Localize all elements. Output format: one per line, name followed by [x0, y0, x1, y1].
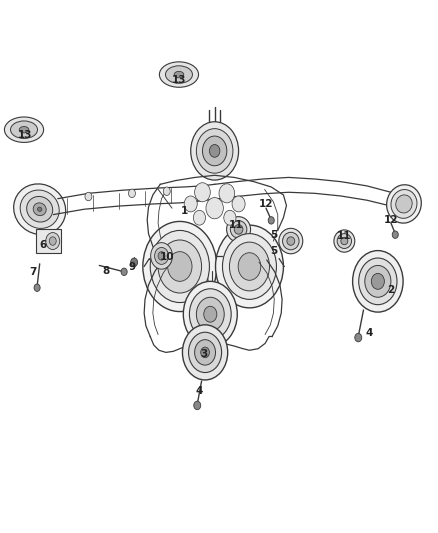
- Ellipse shape: [230, 221, 247, 238]
- Circle shape: [150, 230, 209, 303]
- Circle shape: [143, 221, 217, 312]
- Circle shape: [224, 211, 236, 225]
- Circle shape: [359, 258, 397, 305]
- Ellipse shape: [166, 66, 192, 83]
- Circle shape: [202, 136, 227, 166]
- Ellipse shape: [337, 233, 352, 248]
- Circle shape: [158, 240, 201, 293]
- Circle shape: [188, 332, 222, 373]
- Circle shape: [121, 268, 127, 276]
- Circle shape: [232, 196, 245, 212]
- Ellipse shape: [14, 184, 66, 235]
- Ellipse shape: [226, 216, 251, 242]
- Ellipse shape: [4, 117, 44, 142]
- Text: 3: 3: [200, 349, 207, 359]
- Ellipse shape: [334, 230, 355, 252]
- Text: 4: 4: [365, 328, 373, 338]
- Text: 13: 13: [18, 130, 32, 140]
- Circle shape: [230, 242, 269, 291]
- Circle shape: [194, 183, 210, 202]
- Text: 12: 12: [259, 199, 273, 209]
- Ellipse shape: [27, 197, 53, 222]
- Circle shape: [128, 189, 135, 198]
- Ellipse shape: [38, 207, 42, 212]
- Circle shape: [131, 258, 138, 266]
- Circle shape: [191, 122, 239, 180]
- Ellipse shape: [341, 237, 348, 245]
- Text: 9: 9: [128, 262, 135, 271]
- Text: 10: 10: [159, 252, 174, 262]
- Circle shape: [196, 297, 224, 331]
- Circle shape: [238, 253, 261, 280]
- Circle shape: [158, 252, 165, 260]
- Text: 2: 2: [387, 285, 395, 295]
- Circle shape: [151, 243, 173, 269]
- Circle shape: [155, 247, 169, 264]
- Ellipse shape: [20, 190, 59, 229]
- Ellipse shape: [283, 232, 299, 250]
- Bar: [36, 229, 60, 253]
- Circle shape: [193, 211, 205, 225]
- Circle shape: [46, 232, 60, 249]
- Circle shape: [34, 284, 40, 292]
- Circle shape: [168, 252, 192, 281]
- Circle shape: [355, 333, 362, 342]
- Ellipse shape: [33, 203, 46, 216]
- Circle shape: [365, 265, 391, 297]
- Circle shape: [206, 198, 223, 219]
- Ellipse shape: [11, 121, 38, 139]
- Ellipse shape: [159, 62, 198, 87]
- Circle shape: [194, 340, 215, 365]
- Text: 7: 7: [29, 267, 36, 277]
- Ellipse shape: [287, 237, 295, 245]
- Circle shape: [184, 196, 197, 212]
- Circle shape: [268, 216, 274, 224]
- Ellipse shape: [391, 190, 417, 219]
- Circle shape: [223, 233, 276, 300]
- Ellipse shape: [234, 224, 243, 234]
- Text: 8: 8: [102, 266, 110, 276]
- Ellipse shape: [364, 268, 392, 284]
- Text: 13: 13: [172, 75, 186, 85]
- Circle shape: [189, 289, 231, 340]
- Circle shape: [215, 225, 283, 308]
- Circle shape: [163, 187, 170, 196]
- Circle shape: [196, 128, 233, 173]
- Ellipse shape: [192, 352, 218, 366]
- Text: 5: 5: [270, 246, 277, 256]
- Ellipse shape: [19, 126, 29, 133]
- Circle shape: [194, 401, 201, 410]
- Text: 5: 5: [270, 230, 277, 240]
- Circle shape: [85, 192, 92, 201]
- Circle shape: [183, 325, 228, 380]
- Ellipse shape: [174, 71, 184, 78]
- Text: 1: 1: [180, 206, 188, 216]
- Circle shape: [371, 273, 385, 289]
- Text: 12: 12: [384, 215, 398, 225]
- Circle shape: [204, 306, 217, 322]
- Circle shape: [49, 237, 56, 245]
- Circle shape: [219, 184, 235, 203]
- Text: 11: 11: [337, 231, 352, 241]
- Ellipse shape: [396, 195, 412, 213]
- Circle shape: [184, 281, 237, 347]
- Ellipse shape: [279, 228, 303, 254]
- Text: 6: 6: [39, 240, 46, 251]
- Circle shape: [201, 347, 209, 358]
- Text: 11: 11: [229, 220, 244, 230]
- Ellipse shape: [387, 185, 421, 223]
- Circle shape: [353, 251, 403, 312]
- Text: 4: 4: [196, 386, 203, 396]
- Circle shape: [392, 231, 398, 238]
- Circle shape: [209, 144, 220, 157]
